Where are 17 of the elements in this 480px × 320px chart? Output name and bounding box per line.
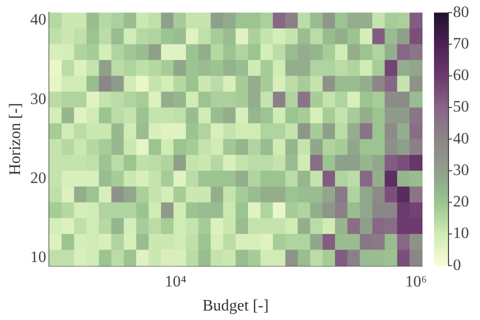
y-axis-title: Horizon [-] (6, 102, 24, 176)
color-bar-label: 10 (453, 225, 469, 242)
y-tick-label: 40 (30, 12, 46, 29)
color-bar-label: 40 (453, 130, 469, 148)
color-bar-label: 80 (453, 4, 469, 21)
y-tick-label: 30 (30, 90, 46, 108)
x-tick-label: 10⁴ (164, 273, 187, 290)
color-bar-label: 30 (453, 162, 469, 179)
color-bar-label: 20 (453, 194, 469, 211)
color-bar-label: 50 (453, 98, 469, 116)
y-tick-label: 20 (30, 170, 46, 187)
color-bar-label: 60 (453, 67, 469, 84)
color-bar-label: 70 (453, 35, 469, 52)
x-tick-label: 10⁶ (405, 273, 427, 290)
x-axis-title: Budget [-] (202, 298, 269, 315)
y-tick-label: 10 (30, 248, 46, 266)
color-bar-label: 0 (453, 256, 461, 274)
